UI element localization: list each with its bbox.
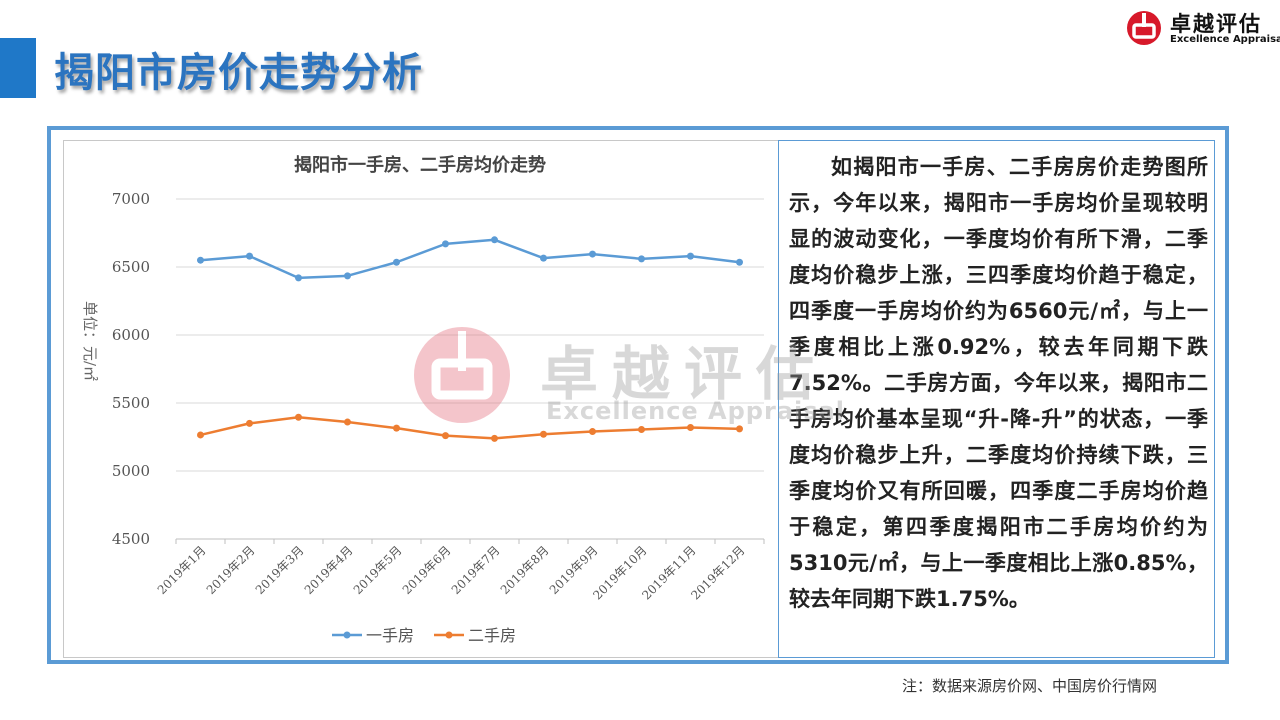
data-point — [491, 236, 498, 244]
data-point — [295, 413, 302, 421]
data-point — [442, 240, 449, 248]
data-point — [344, 418, 351, 426]
logo-mark-icon — [1127, 11, 1161, 45]
data-point — [197, 431, 204, 439]
chart-title: 揭阳市一手房、二手房均价走势 — [294, 154, 546, 176]
data-point — [687, 252, 694, 260]
y-tick-label: 5000 — [112, 462, 150, 480]
chart-svg: 揭阳市一手房、二手房均价走势 450050005500600065007000 … — [81, 154, 765, 645]
data-point — [589, 250, 596, 258]
x-tick-label: 2019年8月 — [498, 543, 552, 597]
x-tick-label: 2019年3月 — [253, 543, 307, 597]
y-axis-label: 单位：元/㎡ — [81, 301, 99, 381]
y-tick-label: 6500 — [112, 258, 150, 276]
series-line — [200, 416, 740, 440]
gridlines — [176, 198, 764, 472]
legend-label: 一手房 — [366, 626, 414, 645]
analysis-text: 如揭阳市一手房、二手房房价走势图所示，今年以来，揭阳市一手房均价呈现较明显的波动… — [778, 140, 1215, 658]
legend-label: 二手房 — [468, 626, 516, 645]
series-line — [200, 238, 740, 280]
legend-marker — [343, 631, 351, 639]
data-point — [638, 255, 645, 263]
content-frame — [47, 126, 1229, 664]
series-lines — [197, 236, 743, 442]
data-point — [246, 252, 253, 260]
page-title: 揭阳市房价走势分析 — [54, 50, 423, 96]
data-point — [246, 419, 253, 427]
y-tick-label: 5500 — [112, 394, 150, 412]
logo-text-cn: 卓越评估 — [1170, 12, 1262, 36]
line-chart: 揭阳市一手房、二手房均价走势 4500 5000 5500 6000 6500 7000 … — [63, 140, 779, 658]
y-tick-labels: 4500 5000 5500 6000 6500 7000 — [112, 190, 150, 548]
title-accent-bar — [0, 38, 36, 98]
y-tick-label: 4500 — [112, 530, 150, 548]
data-point — [295, 274, 302, 282]
x-tick-label: 2019年4月 — [302, 543, 356, 597]
x-tick-label: 2019年6月 — [400, 543, 454, 597]
data-point — [736, 258, 743, 266]
x-tick-label: 2019年2月 — [204, 543, 258, 597]
data-point — [736, 425, 743, 433]
data-point — [344, 272, 351, 280]
legend-marker — [445, 631, 453, 639]
data-point — [491, 434, 498, 442]
y-tick-label: 7000 — [112, 190, 150, 208]
data-point — [197, 256, 204, 264]
x-tick-label: 2019年7月 — [449, 543, 503, 597]
data-point — [393, 424, 400, 432]
y-tick-label: 6000 — [112, 326, 150, 344]
data-point — [687, 423, 694, 431]
data-point — [589, 428, 596, 436]
x-tick-label: 2019年1月 — [155, 543, 209, 597]
x-tick-label: 2019年5月 — [351, 543, 405, 597]
chart-legend: 一手房 二手房 — [332, 626, 516, 645]
x-tick-labels: 2019年1月2019年2月2019年3月2019年4月2019年5月2019年… — [155, 543, 748, 602]
source-footnote: 注：数据来源房价网、中国房价行情网 — [902, 677, 1158, 695]
company-logo: 卓越评估 Excellence Appraisal — [1126, 6, 1280, 46]
logo-text-en: Excellence Appraisal — [1170, 34, 1280, 45]
data-point — [393, 258, 400, 266]
axes — [175, 538, 765, 544]
data-point — [442, 432, 449, 440]
data-point — [540, 254, 547, 262]
data-point — [540, 430, 547, 438]
data-point — [638, 426, 645, 434]
